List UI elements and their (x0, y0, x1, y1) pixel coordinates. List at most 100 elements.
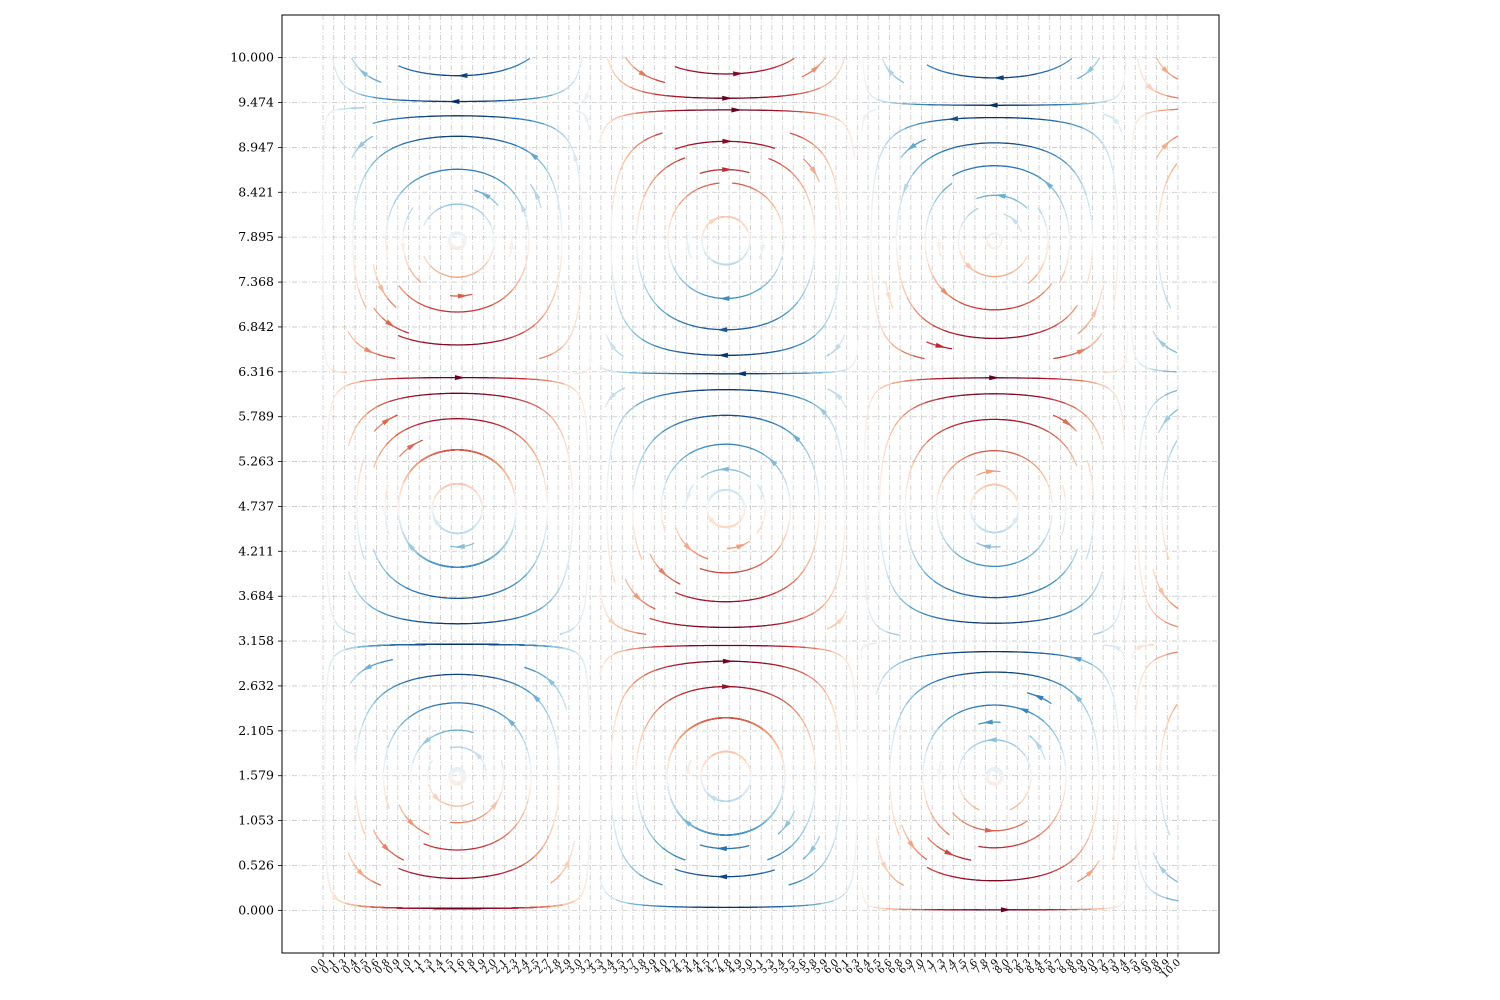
streamline-segment (585, 426, 588, 441)
streamline-segment (934, 68, 948, 74)
streamline-segment (667, 785, 672, 800)
streamline-segment (635, 790, 640, 805)
streamline-segment (528, 402, 542, 410)
streamline-segment (1020, 791, 1029, 803)
streamline-arrow (573, 151, 579, 162)
streamline-arrow (1018, 707, 1029, 714)
streamline (877, 393, 1103, 624)
streamline-segment (1165, 170, 1173, 184)
streamline-segment (350, 107, 365, 109)
streamline-segment (650, 706, 661, 718)
streamline-segment (1112, 293, 1117, 308)
streamline-segment (674, 144, 689, 150)
streamline-segment (513, 193, 522, 206)
streamline-segment (672, 737, 681, 750)
streamline-segment (729, 795, 743, 802)
streamline-segment (408, 176, 421, 186)
streamline-segment (442, 74, 457, 77)
streamline-segment (500, 760, 504, 768)
streamline-segment (587, 852, 590, 867)
streamline-segment (1123, 562, 1126, 578)
streamline-segment (875, 308, 880, 323)
streamline-segment (1091, 522, 1095, 537)
streamline-segment (781, 905, 796, 908)
streamline-segment (1086, 459, 1092, 474)
streamline-segment (766, 350, 781, 354)
streamline-segment (390, 615, 405, 620)
streamline-segment (1065, 162, 1076, 173)
streamline-segment (372, 263, 378, 278)
streamline-segment (735, 874, 750, 878)
streamline (1127, 108, 1179, 373)
streamline-segment (645, 827, 655, 840)
streamline-segment (1048, 679, 1062, 686)
streamline-segment (669, 693, 683, 701)
streamline-segment (942, 146, 956, 153)
streamline-segment (756, 96, 772, 99)
streamline-segment (410, 872, 425, 877)
streamline-segment (410, 99, 425, 102)
streamline-segment (1029, 766, 1032, 781)
streamline-segment (1080, 700, 1089, 714)
streamline-segment (374, 421, 385, 432)
streamline-segment (922, 317, 935, 327)
streamline-segment (323, 332, 326, 347)
streamline-segment (946, 71, 961, 76)
streamline-segment (635, 111, 651, 114)
streamline-segment (1163, 463, 1168, 478)
streamline-segment (852, 679, 856, 694)
streamline-segment (998, 671, 1013, 674)
streamline-segment (393, 192, 402, 205)
streamline-segment (353, 264, 357, 279)
streamline-segment (523, 644, 538, 647)
streamline-segment (789, 110, 804, 113)
streamline-segment (699, 141, 714, 144)
streamline-segment (376, 118, 391, 123)
streamline-arrow (355, 141, 365, 151)
streamline-segment (1085, 415, 1096, 428)
streamline-segment (693, 661, 708, 664)
streamline-segment (890, 739, 894, 754)
streamline-segment (664, 348, 679, 353)
streamline-arrow (1091, 507, 1097, 518)
streamline-segment (554, 734, 559, 749)
streamline-segment (1028, 833, 1041, 842)
streamline-segment (895, 222, 898, 237)
streamline-segment (1048, 65, 1062, 72)
streamline-segment (372, 880, 382, 886)
streamline-segment (638, 873, 651, 882)
streamline-segment (1045, 377, 1060, 380)
streamline-segment (514, 504, 517, 519)
streamline-segment (372, 829, 381, 842)
streamline-segment (1118, 601, 1123, 615)
streamline-segment (1103, 369, 1118, 374)
streamline-segment (1043, 119, 1058, 122)
streamline-segment (896, 209, 900, 224)
streamline-segment (1107, 153, 1113, 168)
streamline-arrow (1131, 768, 1137, 779)
streamline-segment (1117, 808, 1120, 823)
streamline-segment (410, 763, 414, 778)
streamline-segment (430, 418, 445, 422)
streamline-segment (1156, 146, 1165, 159)
streamline-arrow (1157, 587, 1166, 598)
streamline-segment (530, 120, 544, 125)
streamline-segment (331, 57, 336, 69)
streamline-segment (569, 324, 576, 338)
streamline-segment (896, 828, 900, 836)
streamline-segment (454, 310, 469, 313)
streamline-segment (807, 86, 822, 93)
streamline-segment (960, 672, 975, 676)
streamline-segment (869, 613, 877, 626)
streamline-segment (1075, 304, 1078, 308)
streamline-segment (637, 802, 643, 817)
streamline-segment (435, 847, 450, 851)
streamline-segment (938, 872, 953, 877)
streamline-segment (444, 802, 459, 807)
streamline-segment (871, 193, 874, 208)
streamline-segment (499, 869, 513, 875)
streamline-segment (890, 343, 903, 352)
streamline-segment (550, 873, 562, 884)
streamline (325, 375, 590, 635)
streamline-segment (477, 136, 492, 140)
